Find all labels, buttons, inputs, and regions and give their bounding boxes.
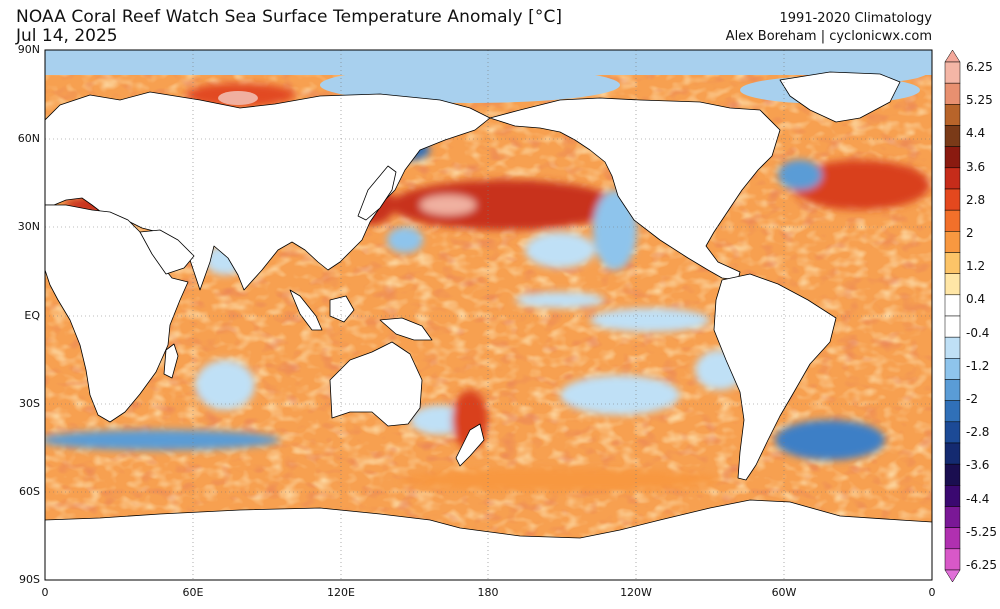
colorbar-tick-label: -0.4 <box>966 325 990 340</box>
indian-ocean-cool <box>195 360 255 410</box>
map-frame <box>44 49 933 581</box>
colorbar-tick-label: -6.25 <box>966 558 998 572</box>
map-title: NOAA Coral Reef Watch Sea Surface Temper… <box>16 7 563 27</box>
lon-label-60w: 60W <box>771 586 797 599</box>
lon-label-120e: 120E <box>327 586 355 599</box>
land-japan <box>357 165 397 221</box>
lat-label-eq: EQ <box>24 309 40 322</box>
north-pacific-heatwave <box>390 180 620 230</box>
colorbar-segment <box>944 336 961 359</box>
colorbar-segment <box>944 442 961 465</box>
land-new-zealand <box>455 423 485 467</box>
colorbar-segment <box>944 146 961 169</box>
colorbar-tick-label: -2 <box>966 392 978 406</box>
lat-label-90n: 90N <box>17 43 40 56</box>
east-pacific-cool <box>590 308 710 332</box>
colorbar-segment <box>944 358 961 380</box>
southern-ocean-warm <box>400 468 720 492</box>
subtropical-pacific-cool <box>525 232 595 268</box>
land-madagascar <box>163 343 179 379</box>
lon-label-0-east: 0 <box>928 586 936 599</box>
colorbar-segment <box>944 167 961 190</box>
colorbar-segment <box>944 294 961 317</box>
kuroshio-cool <box>387 227 423 253</box>
lon-label-120w: 120W <box>620 586 652 599</box>
colorbar-tick-label: -2.8 <box>966 425 990 440</box>
lon-label-180: 180 <box>477 586 499 599</box>
colorbar-tick-label: 0.4 <box>966 292 986 307</box>
arctic-ice-lobe <box>320 67 620 103</box>
colorbar-tick-label: 6.25 <box>966 60 993 74</box>
colorbar-segment <box>944 104 961 126</box>
south-atlantic-cold <box>775 420 885 460</box>
colorbar-segment <box>944 379 961 401</box>
colorbar-tick-label: 2.8 <box>966 192 986 207</box>
lat-label-90s: 90S <box>19 573 40 586</box>
north-pacific-extreme-core <box>420 195 476 215</box>
land-antarctica <box>45 499 932 580</box>
tropical-pacific-cool <box>515 292 605 308</box>
colorbar-segment <box>944 209 961 232</box>
colorbar-segment <box>944 231 961 253</box>
graticule <box>45 50 932 580</box>
colorbar-segment <box>944 273 961 296</box>
land-greenland <box>779 71 901 123</box>
colorbar-tick-label: -1.2 <box>966 358 990 373</box>
arctic-hot-patch <box>218 91 258 105</box>
colorbar-extend-top <box>944 49 961 63</box>
colorbar-extend-bottom <box>944 569 961 583</box>
lon-label-60e: 60E <box>182 586 204 599</box>
credit-label: Alex Boreham | cyclonicwx.com <box>725 29 932 44</box>
colorbar-segment <box>944 548 961 571</box>
colorbar-segment <box>944 485 961 507</box>
colorbar-tick-label: 5.25 <box>966 93 993 108</box>
lat-label-60n: 60N <box>17 132 40 145</box>
colorbar-segment <box>944 188 961 211</box>
continents <box>45 71 932 580</box>
colorbar-segment <box>944 400 961 423</box>
land-sumatra <box>289 289 323 331</box>
colorbar-tick-label: -5.25 <box>966 524 998 539</box>
land-new-guinea <box>379 317 433 341</box>
california-cool <box>593 190 637 270</box>
colorbar-segment <box>944 463 961 486</box>
lat-label-30n: 30N <box>17 220 40 233</box>
colorbar-tick-label: 2 <box>966 226 974 240</box>
colorbar-tick-label: 4.4 <box>966 126 986 141</box>
colorbar-segment <box>944 61 961 84</box>
land-north-america <box>489 97 781 281</box>
colorbar-segment <box>944 527 961 550</box>
colorbar-segment <box>944 421 961 444</box>
lat-label-30s: 30S <box>19 397 40 410</box>
land-africa <box>45 204 189 423</box>
south-pacific-cool <box>560 375 680 415</box>
lat-label-60s: 60S <box>19 485 40 498</box>
north-atlantic-hot <box>790 160 930 210</box>
colorbar-segment <box>944 125 961 147</box>
colorbar <box>944 49 961 583</box>
colorbar-tick-label: -4.4 <box>966 491 990 506</box>
map-date: Jul 14, 2025 <box>16 26 118 46</box>
climatology-label: 1991-2020 Climatology <box>779 11 932 26</box>
land-arabia <box>139 229 195 275</box>
colorbar-segment <box>944 252 961 274</box>
land-south-america <box>713 273 837 481</box>
colorbar-tick-label: 1.2 <box>966 259 986 274</box>
colorbar-segment <box>944 506 961 528</box>
southern-ocean-cold-band <box>45 430 280 450</box>
colorbar-tick-label: 3.6 <box>966 159 986 174</box>
colorbar-segment <box>944 82 961 105</box>
lon-label-0: 0 <box>41 586 49 599</box>
labrador-cool <box>778 160 822 190</box>
map-plot-area <box>45 50 932 580</box>
land-australia <box>329 341 423 427</box>
colorbar-tick-label: -3.6 <box>966 458 990 473</box>
colorbar-segment <box>944 315 961 338</box>
